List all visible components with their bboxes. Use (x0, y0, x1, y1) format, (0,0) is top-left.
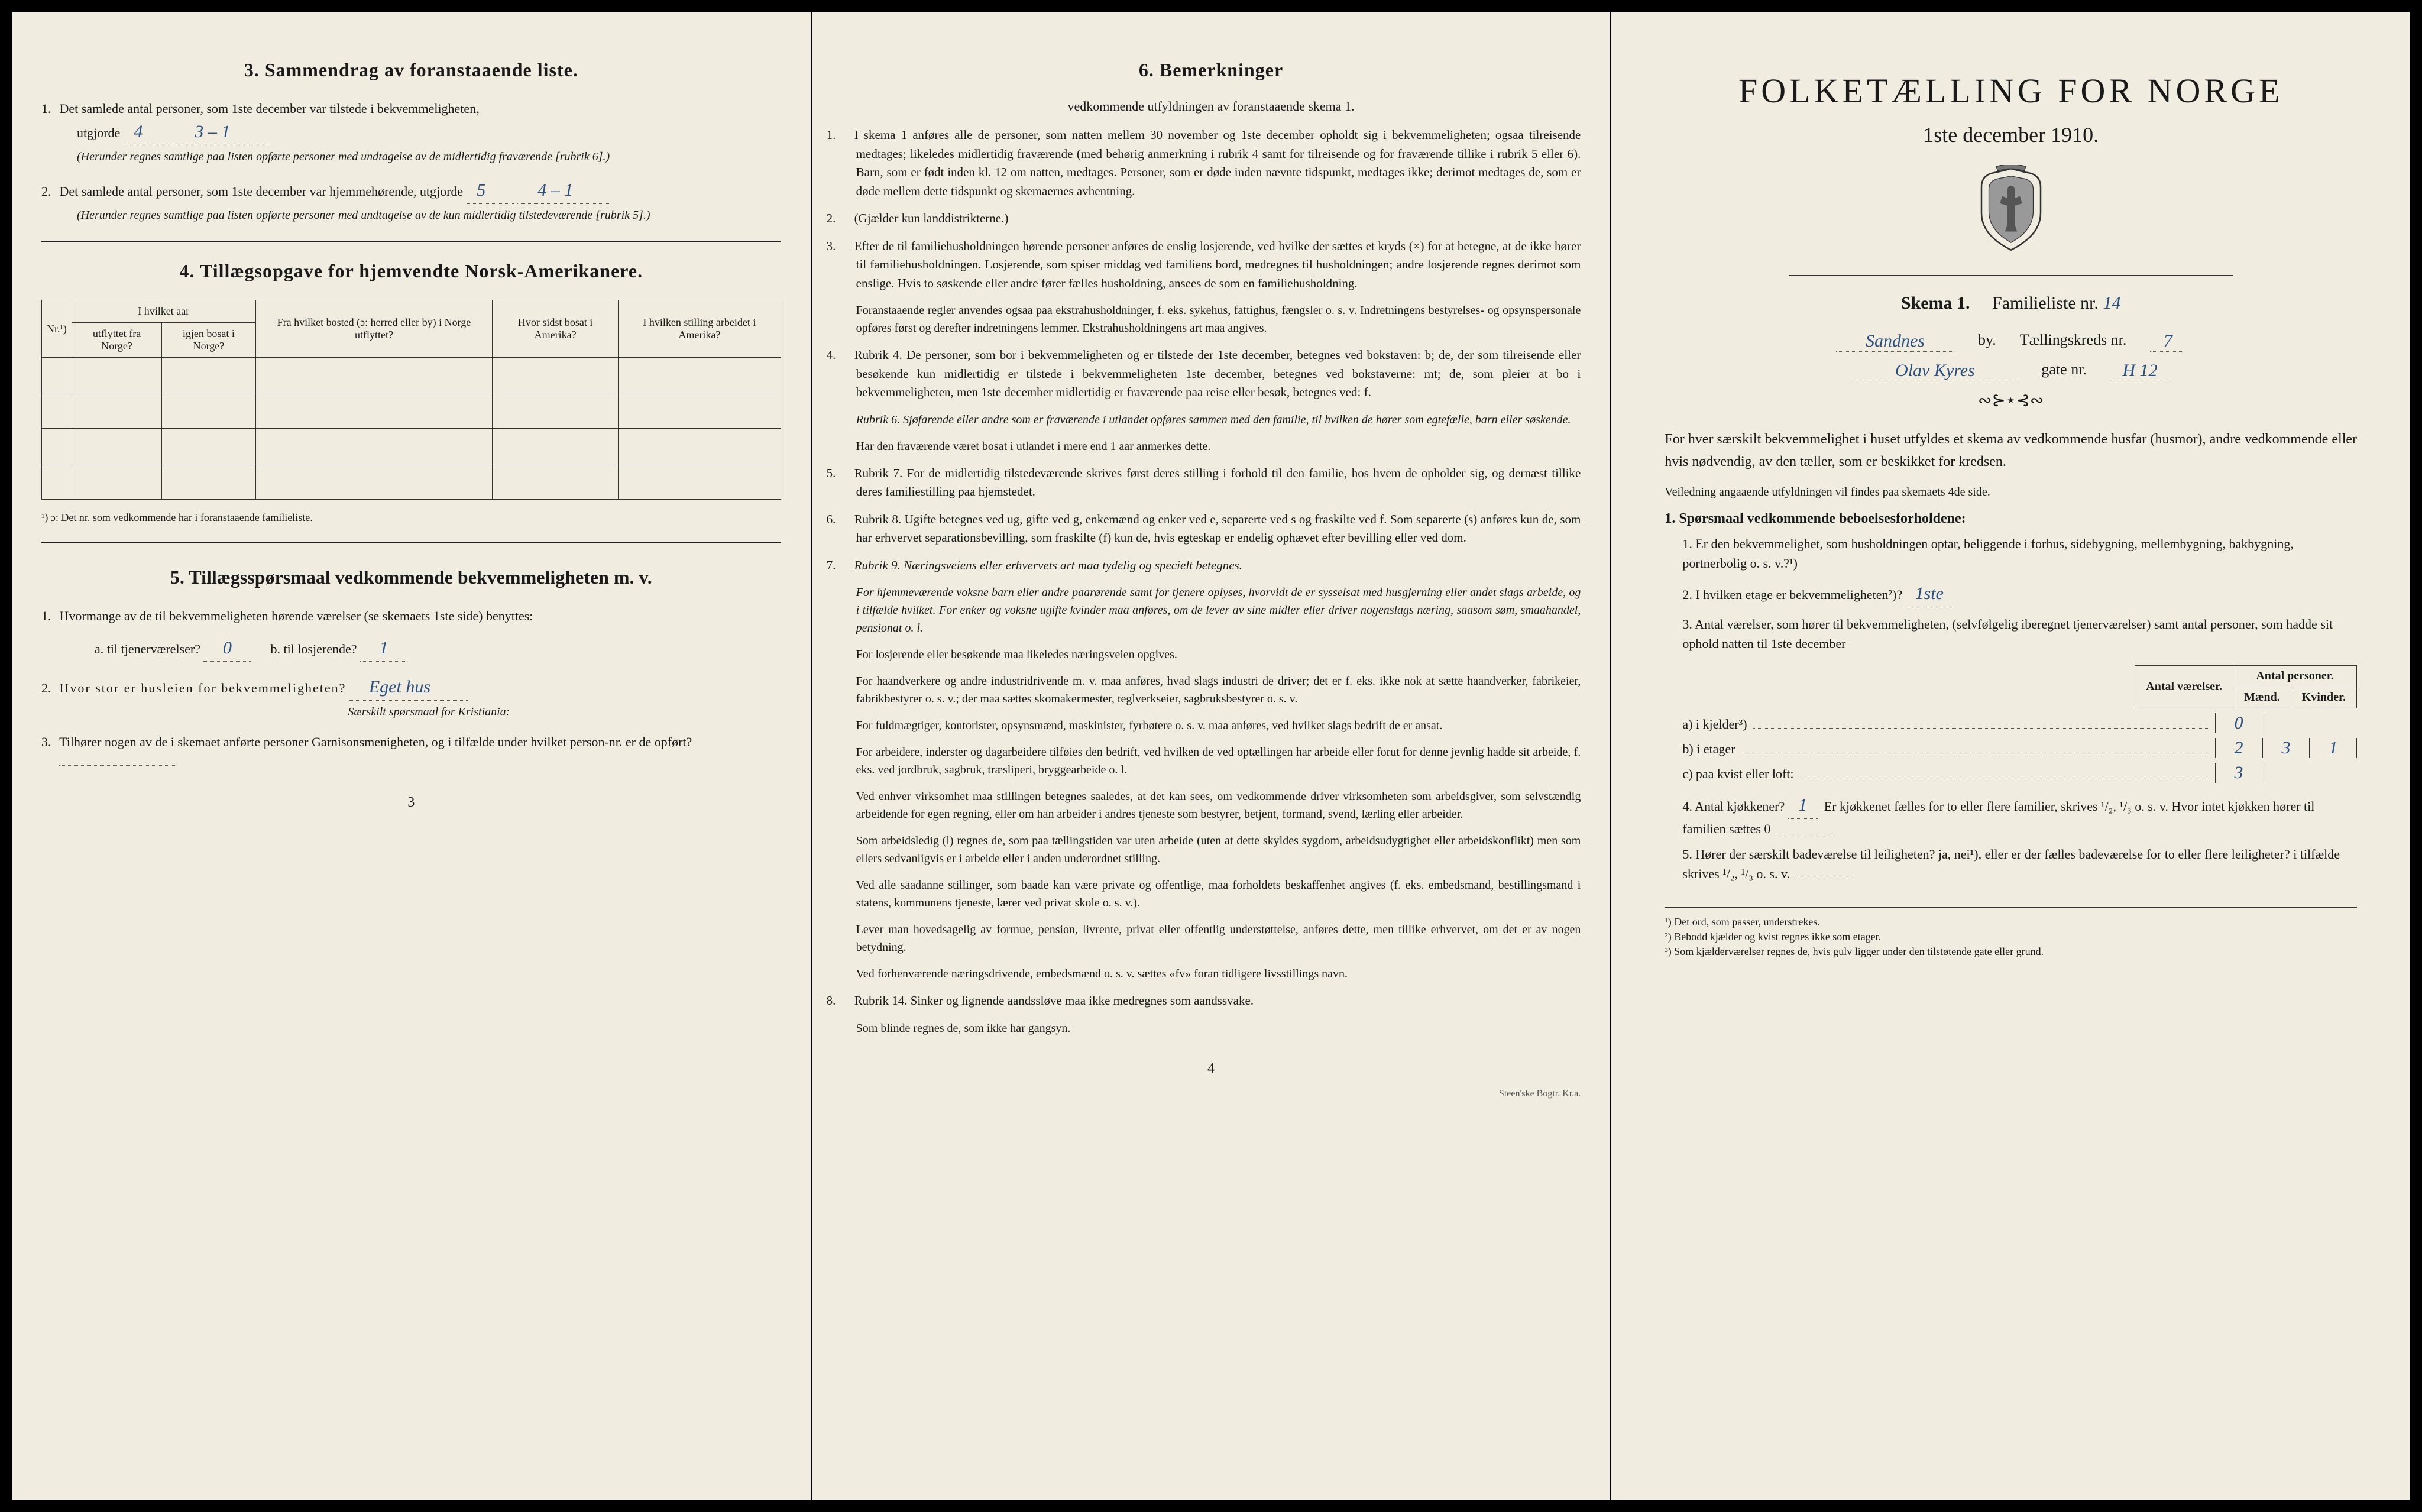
question-4: 4. Antal kjøkkener? 1 Er kjøkkenet fælle… (1682, 792, 2357, 838)
main-title: FOLKETÆLLING FOR NORGE (1641, 71, 2381, 111)
item-1-note: (Herunder regnes samtlige paa listen opf… (77, 148, 781, 165)
remark-7: 7.Rubrik 9. Næringsveiens eller erhverve… (841, 556, 1581, 575)
question-3: 3. Antal værelser, som hører til bekvemm… (1682, 614, 2357, 653)
flourish-icon: ∾⊱⋆⊰∾ (1641, 390, 2381, 410)
divider (1789, 275, 2232, 276)
remark-7d: For fuldmægtiger, kontorister, opsynsmæn… (856, 717, 1581, 734)
section-3-title: 3. Sammendrag av foranstaaende liste. (41, 59, 781, 81)
divider (41, 542, 781, 543)
remark-4b: Rubrik 6. Sjøfarende eller andre som er … (856, 411, 1581, 429)
remark-8b: Som blinde regnes de, som ikke har gangs… (856, 1019, 1581, 1037)
guidance-note: Veiledning angaaende utfyldningen vil fi… (1665, 485, 2357, 499)
remark-7i: Lever man hovedsagelig av formue, pensio… (856, 921, 1581, 956)
footnote-2: ²) Bebodd kjælder og kvist regnes ikke s… (1665, 931, 2357, 943)
remark-8: 8.Rubrik 14. Sinker og lignende aandsslø… (841, 992, 1581, 1011)
row-floors: b) i etager 2 3 1 (1682, 738, 2357, 758)
footnote-1: ¹) Det ord, som passer, understrekes. (1665, 916, 2357, 928)
remark-7a: For hjemmeværende voksne barn eller andr… (856, 584, 1581, 637)
value-present-1: 4 (124, 118, 171, 145)
q5-1: 1. Hvormange av de til bekvemmeligheten … (41, 606, 781, 662)
section-5-title: 5. Tillægsspørsmaal vedkommende bekvemme… (41, 566, 781, 588)
skema-header: Skema 1. Familieliste nr. 14 (1641, 293, 2381, 313)
remark-4c: Har den fraværende været bosat i utlande… (856, 438, 1581, 455)
remark-4: 4.Rubrik 4. De personer, som bor i bekve… (841, 346, 1581, 402)
coat-of-arms-icon (1641, 165, 2381, 257)
remark-5: 5.Rubrik 7. For de midlertidig tilstedev… (841, 464, 1581, 501)
row-cellar: a) i kjelder³) 0 (1682, 713, 2357, 733)
col-last: Hvor sidst bosat i Amerika? (493, 300, 619, 358)
americans-table: Nr.¹) I hvilket aar Fra hvilket bosted (… (41, 300, 781, 500)
printer-credit: Steen'ske Bogtr. Kr.a. (841, 1089, 1581, 1099)
question-2: 2. I hvilken etage er bekvemmeligheten²)… (1682, 580, 2357, 607)
row-loft: c) paa kvist eller loft: 3 (1682, 763, 2357, 783)
remark-7g: Som arbeidsledig (l) regnes de, som paa … (856, 832, 1581, 867)
remark-7j: Ved forhenværende næringsdrivende, embed… (856, 965, 1581, 983)
by-value: Sandnes (1836, 331, 1954, 352)
table-row (42, 464, 781, 500)
kitchens-value: 1 (1788, 792, 1818, 819)
remark-3b: Foranstaaende regler anvendes ogsaa paa … (856, 302, 1581, 337)
table-row (42, 393, 781, 429)
lodger-rooms-val: 1 (360, 634, 407, 662)
remark-7c: For haandverkere og andre industridriven… (856, 672, 1581, 708)
section-6-subtitle: vedkommende utfyldningen av foranstaaend… (841, 99, 1581, 114)
remark-3: 3.Efter de til familiehusholdningen høre… (841, 237, 1581, 293)
remark-6: 6.Rubrik 8. Ugifte betegnes ved ug, gift… (841, 510, 1581, 548)
street-value: Olav Kyres (1852, 361, 2018, 381)
instructions-para: For hver særskilt bekvemmelighet i huset… (1665, 428, 2357, 474)
section-4-title: 4. Tillægsopgave for hjemvendte Norsk-Am… (41, 260, 781, 282)
col-emigrated: utflyttet fra Norge? (72, 323, 161, 358)
section-6-title: 6. Bemerkninger (841, 59, 1581, 81)
page-number: 4 (841, 1061, 1581, 1077)
col-year: I hvilket aar (72, 300, 255, 323)
item-2-note: (Herunder regnes samtlige paa listen opf… (77, 207, 781, 224)
footnote-3: ³) Som kjælderværelser regnes de, hvis g… (1665, 946, 2357, 958)
page-3: 3. Sammendrag av foranstaaende liste. 1.… (12, 12, 811, 1500)
location-line-1: Sandnes by. Tællingskreds nr. 7 (1641, 331, 2381, 352)
question-1: 1. Er den bekvemmelighet, som husholdnin… (1682, 534, 2357, 573)
floor-value: 1ste (1906, 580, 1953, 607)
value-resident-2: 4 – 1 (517, 177, 611, 204)
col-nr: Nr.¹) (42, 300, 72, 358)
item-1: 1. Det samlede antal personer, som 1ste … (41, 99, 781, 165)
col-from: Fra hvilket bosted (ɔ: herred eller by) … (255, 300, 493, 358)
remark-7b: For losjerende eller besøkende maa likel… (856, 646, 1581, 663)
value-resident-1: 5 (467, 177, 514, 204)
page-number: 3 (41, 795, 781, 811)
remark-7f: Ved enhver virksomhet maa stillingen bet… (856, 788, 1581, 823)
remark-2: 2.(Gjælder kun landdistrikterne.) (841, 209, 1581, 228)
value-present-2: 3 – 1 (174, 118, 268, 145)
kristiania-note: Særskilt spørsmaal for Kristiania: (77, 704, 781, 720)
census-date: 1ste december 1910. (1641, 122, 2381, 147)
location-line-2: Olav Kyres gate nr. H 12 (1641, 361, 2381, 381)
remark-7e: For arbeidere, inderster og dagarbeidere… (856, 743, 1581, 779)
gate-value: H 12 (2110, 361, 2170, 381)
table-row (42, 358, 781, 393)
page-4: 6. Bemerkninger vedkommende utfyldningen… (812, 12, 1611, 1500)
servant-rooms-val: 0 (203, 634, 251, 662)
rooms-table: Antal værelser. Antal personer. Mænd. Kv… (2135, 665, 2357, 708)
footnotes: ¹) Det ord, som passer, understrekes. ²)… (1665, 907, 2357, 958)
section-1-title: 1. Spørsmaal vedkommende beboelsesforhol… (1665, 511, 2357, 527)
rent-val: Eget hus (349, 674, 468, 701)
page-1-cover: FOLKETÆLLING FOR NORGE 1ste december 191… (1611, 12, 2410, 1500)
table-footnote: ¹) ɔ: Det nr. som vedkommende har i fora… (41, 511, 781, 524)
section-1-questions: 1. Spørsmaal vedkommende beboelsesforhol… (1665, 511, 2357, 653)
remark-7h: Ved alle saadanne stillinger, som baade … (856, 876, 1581, 912)
q5-3: 3. Tilhører nogen av de i skemaet anført… (41, 732, 781, 771)
q5-2: 2. Hvor stor er husleien for bekvemmelig… (41, 674, 781, 720)
col-returned: igjen bosat i Norge? (162, 323, 255, 358)
remark-1: 1.I skema 1 anføres alle de personer, so… (841, 126, 1581, 200)
familieliste-nr: 14 (2103, 293, 2121, 313)
table-row (42, 429, 781, 464)
census-document: 3. Sammendrag av foranstaaende liste. 1.… (12, 12, 2410, 1500)
divider (41, 241, 781, 242)
kreds-value: 7 (2150, 331, 2185, 352)
col-occ: I hvilken stilling arbeidet i Amerika? (619, 300, 781, 358)
question-5: 5. Hører der særskilt badeværelse til le… (1682, 844, 2357, 883)
item-2: 2. Det samlede antal personer, som 1ste … (41, 177, 781, 224)
